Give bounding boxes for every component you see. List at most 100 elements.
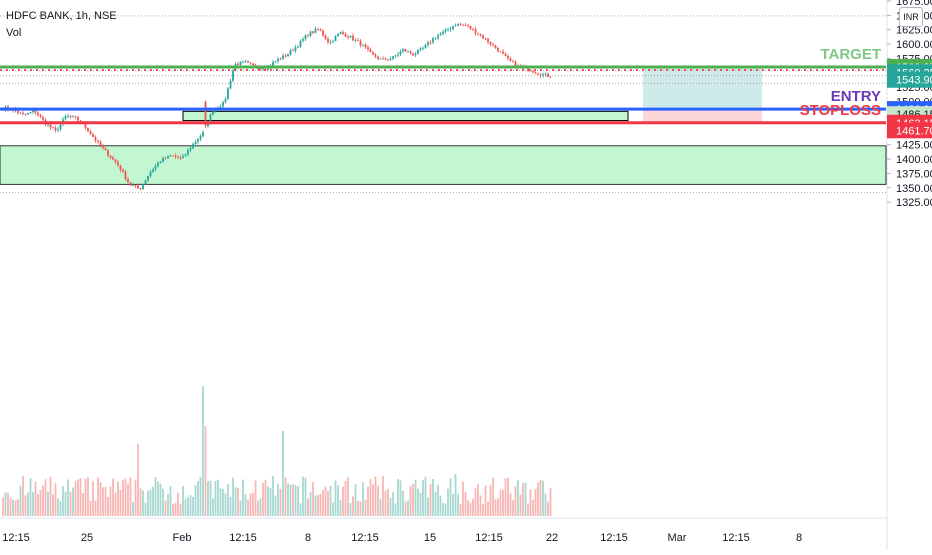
candle[interactable] <box>252 63 254 66</box>
candle[interactable] <box>97 140 99 142</box>
candle[interactable] <box>177 156 179 158</box>
candle[interactable] <box>87 128 89 132</box>
candle[interactable] <box>537 73 539 75</box>
candle[interactable] <box>369 49 372 52</box>
candle[interactable] <box>137 185 139 189</box>
candle[interactable] <box>432 38 434 43</box>
candle[interactable] <box>457 23 459 26</box>
candle[interactable] <box>434 38 437 39</box>
candle[interactable] <box>332 40 334 42</box>
candle[interactable] <box>317 29 319 30</box>
candle[interactable] <box>74 116 77 118</box>
candle[interactable] <box>544 73 547 75</box>
candle[interactable] <box>374 54 377 57</box>
reward-area[interactable] <box>643 66 762 110</box>
candle[interactable] <box>302 39 304 41</box>
candle[interactable] <box>219 106 222 108</box>
candle[interactable] <box>237 63 239 65</box>
candle[interactable] <box>489 41 492 45</box>
symbol-title[interactable]: HDFC BANK, 1h, NSE <box>6 10 117 22</box>
candle[interactable] <box>169 155 172 157</box>
candle[interactable] <box>442 31 444 34</box>
candle[interactable] <box>399 51 402 55</box>
candle[interactable] <box>504 53 507 56</box>
candle[interactable] <box>67 115 69 117</box>
candle[interactable] <box>282 55 284 60</box>
candle[interactable] <box>54 127 57 131</box>
candle[interactable] <box>242 61 244 63</box>
candle[interactable] <box>527 67 529 71</box>
candle[interactable] <box>472 28 474 30</box>
candle[interactable] <box>127 179 129 183</box>
candle[interactable] <box>104 147 107 151</box>
candle[interactable] <box>467 25 469 27</box>
candle[interactable] <box>292 50 294 52</box>
candle[interactable] <box>294 47 297 51</box>
candle[interactable] <box>352 35 354 41</box>
candle[interactable] <box>22 112 24 114</box>
candle[interactable] <box>367 47 369 50</box>
candle[interactable] <box>197 139 199 142</box>
candle[interactable] <box>129 182 132 186</box>
candle[interactable] <box>109 155 112 158</box>
candle[interactable] <box>222 102 224 107</box>
candle[interactable] <box>52 127 54 129</box>
candle[interactable] <box>412 53 414 56</box>
candle[interactable] <box>102 145 104 148</box>
candle[interactable] <box>107 150 109 156</box>
candle[interactable] <box>279 58 282 60</box>
candle[interactable] <box>477 33 479 35</box>
candle[interactable] <box>89 131 92 135</box>
candle[interactable] <box>157 163 159 167</box>
candle[interactable] <box>187 150 189 155</box>
candle[interactable] <box>57 129 59 131</box>
candle[interactable] <box>32 110 34 113</box>
candle[interactable] <box>497 48 499 52</box>
demand-zone[interactable] <box>0 145 887 185</box>
volume-indicator-label[interactable]: Vol <box>6 27 22 39</box>
candle[interactable] <box>507 55 509 59</box>
candle[interactable] <box>512 60 514 62</box>
candle[interactable] <box>132 185 134 187</box>
candle[interactable] <box>402 49 404 52</box>
candle[interactable] <box>17 111 19 113</box>
candle[interactable] <box>122 169 124 172</box>
candle[interactable] <box>474 29 477 34</box>
candle[interactable] <box>547 73 549 77</box>
candle[interactable] <box>479 34 482 36</box>
candle[interactable] <box>312 31 314 33</box>
candle[interactable] <box>542 74 544 76</box>
candle[interactable] <box>329 41 332 43</box>
candle[interactable] <box>42 116 44 120</box>
candle[interactable] <box>174 155 177 157</box>
candle[interactable] <box>212 111 214 115</box>
candle[interactable] <box>502 51 504 54</box>
candle[interactable] <box>387 59 389 61</box>
candle[interactable] <box>124 171 127 180</box>
candle[interactable] <box>274 61 277 63</box>
candle[interactable] <box>354 39 357 41</box>
candle[interactable] <box>184 154 187 157</box>
candle[interactable] <box>342 32 344 34</box>
candle[interactable] <box>284 55 287 57</box>
candle[interactable] <box>112 157 114 160</box>
candle[interactable] <box>199 136 202 140</box>
candle[interactable] <box>414 53 417 56</box>
candle[interactable] <box>179 157 182 159</box>
candle[interactable] <box>34 110 37 113</box>
candle[interactable] <box>404 49 407 52</box>
candle[interactable] <box>69 115 72 117</box>
risk-area[interactable] <box>643 109 762 123</box>
candle[interactable] <box>462 24 464 26</box>
candle[interactable] <box>19 112 22 114</box>
candle[interactable] <box>427 42 429 45</box>
candle[interactable] <box>29 112 32 114</box>
candle[interactable] <box>244 61 247 63</box>
candle[interactable] <box>437 35 439 39</box>
candle[interactable] <box>444 29 447 32</box>
candle[interactable] <box>172 155 174 157</box>
candle[interactable] <box>287 54 289 57</box>
candle[interactable] <box>379 58 382 60</box>
candle[interactable] <box>464 24 467 26</box>
candle[interactable] <box>327 38 329 43</box>
